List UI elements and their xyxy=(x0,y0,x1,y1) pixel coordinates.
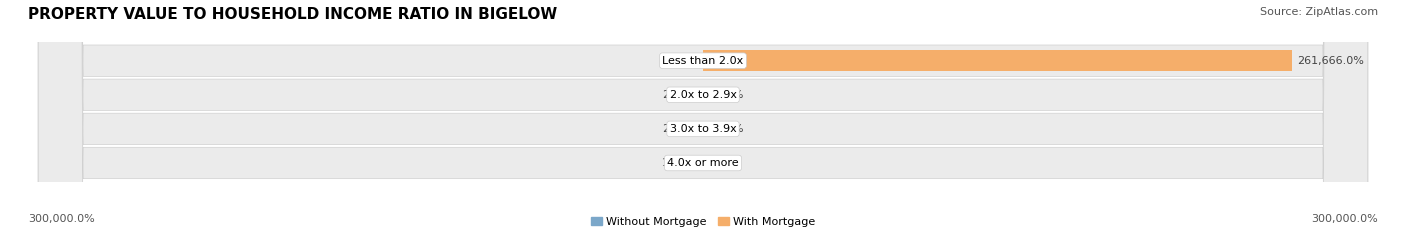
Text: 261,666.0%: 261,666.0% xyxy=(1298,56,1364,66)
Text: 36.0%: 36.0% xyxy=(662,56,697,66)
Text: 26.0%: 26.0% xyxy=(662,124,697,134)
Text: 300,000.0%: 300,000.0% xyxy=(28,214,94,224)
Text: 24.0%: 24.0% xyxy=(709,124,744,134)
Text: 70.0%: 70.0% xyxy=(709,90,744,100)
Legend: Without Mortgage, With Mortgage: Without Mortgage, With Mortgage xyxy=(588,215,818,229)
FancyBboxPatch shape xyxy=(38,0,1368,233)
Text: 26.0%: 26.0% xyxy=(662,90,697,100)
FancyBboxPatch shape xyxy=(38,0,1368,233)
Text: 2.0x to 2.9x: 2.0x to 2.9x xyxy=(669,90,737,100)
Text: 3.0x to 3.9x: 3.0x to 3.9x xyxy=(669,124,737,134)
Text: 0.0%: 0.0% xyxy=(709,158,737,168)
Text: Less than 2.0x: Less than 2.0x xyxy=(662,56,744,66)
Text: PROPERTY VALUE TO HOUSEHOLD INCOME RATIO IN BIGELOW: PROPERTY VALUE TO HOUSEHOLD INCOME RATIO… xyxy=(28,7,557,22)
Text: 300,000.0%: 300,000.0% xyxy=(1312,214,1378,224)
Bar xyxy=(703,50,1292,71)
FancyBboxPatch shape xyxy=(38,0,1368,233)
Text: 12.0%: 12.0% xyxy=(662,158,697,168)
Text: 4.0x or more: 4.0x or more xyxy=(668,158,738,168)
FancyBboxPatch shape xyxy=(38,0,1368,233)
Text: Source: ZipAtlas.com: Source: ZipAtlas.com xyxy=(1260,7,1378,17)
